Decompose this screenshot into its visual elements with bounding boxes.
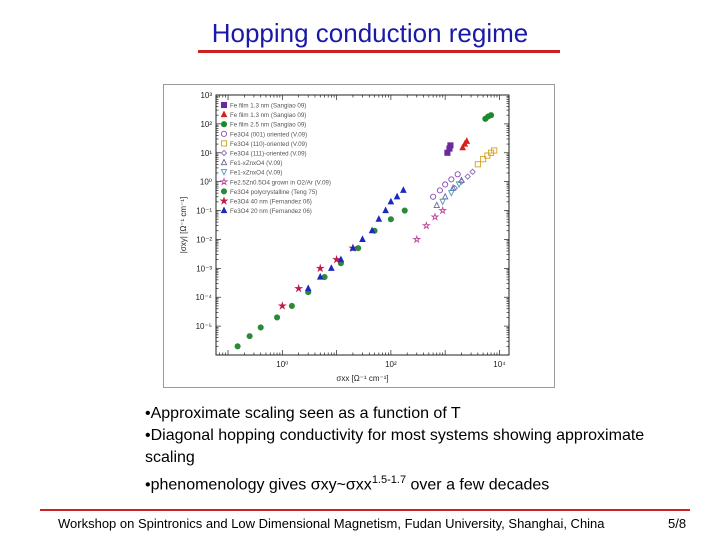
page-number: 5/8 [668, 516, 687, 531]
legend-marker [219, 177, 229, 186]
legend-marker [220, 110, 228, 118]
legend-marker [220, 149, 228, 157]
bullet-1: •Approximate scaling seen as a function … [145, 405, 461, 422]
data-point-series-3 [487, 112, 495, 119]
data-point-series-6 [451, 184, 458, 192]
data-point-series-10 [401, 207, 408, 214]
data-point-series-11 [294, 283, 304, 293]
hall-conductivity-scatter-plot: 10⁰ 10² 10⁴ 10³ 10² 10¹ 10⁰ 10⁻¹ 10⁻² 10⁻³ 10⁻⁴ 10⁻… [179, 91, 510, 383]
data-point-series-12 [400, 186, 407, 193]
title-underline [198, 50, 560, 53]
legend-label: Fe3O4 (111)-oriented (V.09) [230, 151, 307, 158]
data-point-series-4 [442, 181, 449, 188]
y-tick-label: 10⁻³ [196, 264, 212, 273]
legend-marker [220, 130, 228, 137]
data-point-series-12 [387, 197, 395, 205]
legend-label: Fe1-xZnxO4 (V.09) [230, 160, 282, 167]
legend-label: Fe3O4 polycrystalline (Teng 75) [230, 189, 317, 196]
data-point-series-9 [438, 205, 448, 215]
slide-title: Hopping conduction regime [211, 18, 529, 48]
legend-marker [220, 206, 228, 214]
y-tick-label: 10³ [200, 91, 212, 100]
legend-marker [220, 158, 228, 166]
legend-label: Fe film 2.5 nm (Sangiao 09) [230, 122, 306, 129]
legend-marker [220, 188, 228, 195]
y-tick-label: 10⁻⁵ [196, 322, 212, 331]
data-point-series-4 [454, 171, 461, 178]
y-axis-label: |σxy| [Ω⁻¹ cm⁻¹] [179, 197, 188, 253]
data-point-series-12 [349, 244, 357, 251]
data-point-series-10 [387, 216, 394, 223]
data-point-series-12 [393, 192, 401, 200]
y-tick-label: 10² [200, 120, 212, 129]
x-axis-label: σxx [Ω⁻¹ cm⁻¹] [336, 374, 388, 383]
data-point-series-9 [412, 234, 422, 244]
data-point-series-8 [455, 181, 463, 189]
data-point-series-9 [421, 220, 431, 230]
data-point-series-12 [375, 215, 383, 222]
data-point-series-12 [328, 264, 335, 271]
legend-marker [220, 101, 228, 109]
data-point-series-9 [430, 212, 440, 221]
footer-rule [40, 509, 690, 511]
legend-label: Fe film 1.3 nm (Sangiao 09) [230, 103, 306, 110]
legend-label: Fe film 1.3 nm (Sangiao 09) [230, 112, 306, 119]
legend-label: Fe3O4 20 nm (Fernandez 06) [230, 208, 312, 215]
data-point-series-1 [447, 142, 454, 149]
data-point-series-6 [464, 173, 471, 180]
data-point-series-10 [274, 314, 281, 321]
y-tick-label: 10¹ [200, 149, 212, 158]
data-point-series-11 [277, 301, 287, 310]
y-tick-label: 10⁰ [200, 178, 212, 187]
y-tick-label: 10⁻² [196, 235, 212, 244]
bullet-list: •Approximate scaling seen as a function … [145, 403, 665, 496]
bullet-3: •phenomenology gives σxy~σxx1.5-1.7 over… [145, 474, 550, 494]
x-tick-label: 10⁴ [493, 360, 506, 369]
legend-label: Fe3O4 (001) oriented (V.09) [230, 131, 307, 138]
footer-text: Workshop on Spintronics and Low Dimensio… [58, 516, 605, 531]
data-point-series-10 [257, 324, 264, 331]
data-point-series-11 [315, 263, 325, 273]
legend-marker [220, 140, 228, 147]
data-point-series-4 [430, 193, 437, 200]
x-tick-label: 10² [385, 360, 397, 369]
data-point-series-2 [463, 137, 471, 144]
legend-label: Fe3O4 (110)-oriented (V.09) [230, 141, 307, 148]
data-point-series-10 [234, 343, 241, 350]
data-point-series-4 [448, 176, 455, 183]
data-point-series-5 [491, 147, 498, 154]
bullet-2: •Diagonal hopping conductivity for most … [145, 427, 645, 466]
legend-marker [220, 121, 228, 128]
data-point-series-12 [337, 255, 345, 263]
y-tick-label: 10⁻⁴ [195, 293, 212, 302]
data-point-series-5 [480, 156, 487, 163]
data-point-series-10 [288, 302, 295, 309]
legend-marker [220, 169, 228, 176]
data-point-series-8 [448, 190, 455, 197]
data-point-series-8 [439, 198, 447, 206]
data-point-series-7 [441, 192, 449, 200]
legend-label: Fe1-xZnxO4 (V.09) [230, 170, 282, 177]
data-point-series-4 [436, 187, 443, 194]
data-point-series-6 [469, 168, 476, 176]
data-point-series-7 [433, 201, 441, 209]
x-tick-label: 10⁰ [276, 360, 288, 369]
legend-marker [219, 196, 229, 205]
data-point-series-12 [316, 272, 324, 280]
data-point-series-12 [304, 284, 312, 292]
y-tick-label: 10⁻¹ [196, 207, 212, 216]
data-point-series-5 [474, 161, 481, 168]
legend-label: Fe3O4 40 nm (Fernandez 06) [230, 199, 312, 206]
data-point-series-10 [246, 333, 253, 340]
data-point-series-2 [459, 143, 466, 151]
data-point-series-11 [332, 254, 342, 264]
data-point-series-10 [355, 245, 362, 252]
data-point-series-12 [368, 226, 376, 234]
chart-figure: 10⁰ 10² 10⁴ 10³ 10² 10¹ 10⁰ 10⁻¹ 10⁻² 10⁻³ 10⁻⁴ 10⁻… [163, 84, 555, 388]
legend-label: Fe2.5Zn0.5O4 grown in O2/Ar (V.09) [230, 179, 331, 186]
data-point-series-12 [359, 235, 366, 242]
data-point-series-12 [382, 206, 389, 214]
